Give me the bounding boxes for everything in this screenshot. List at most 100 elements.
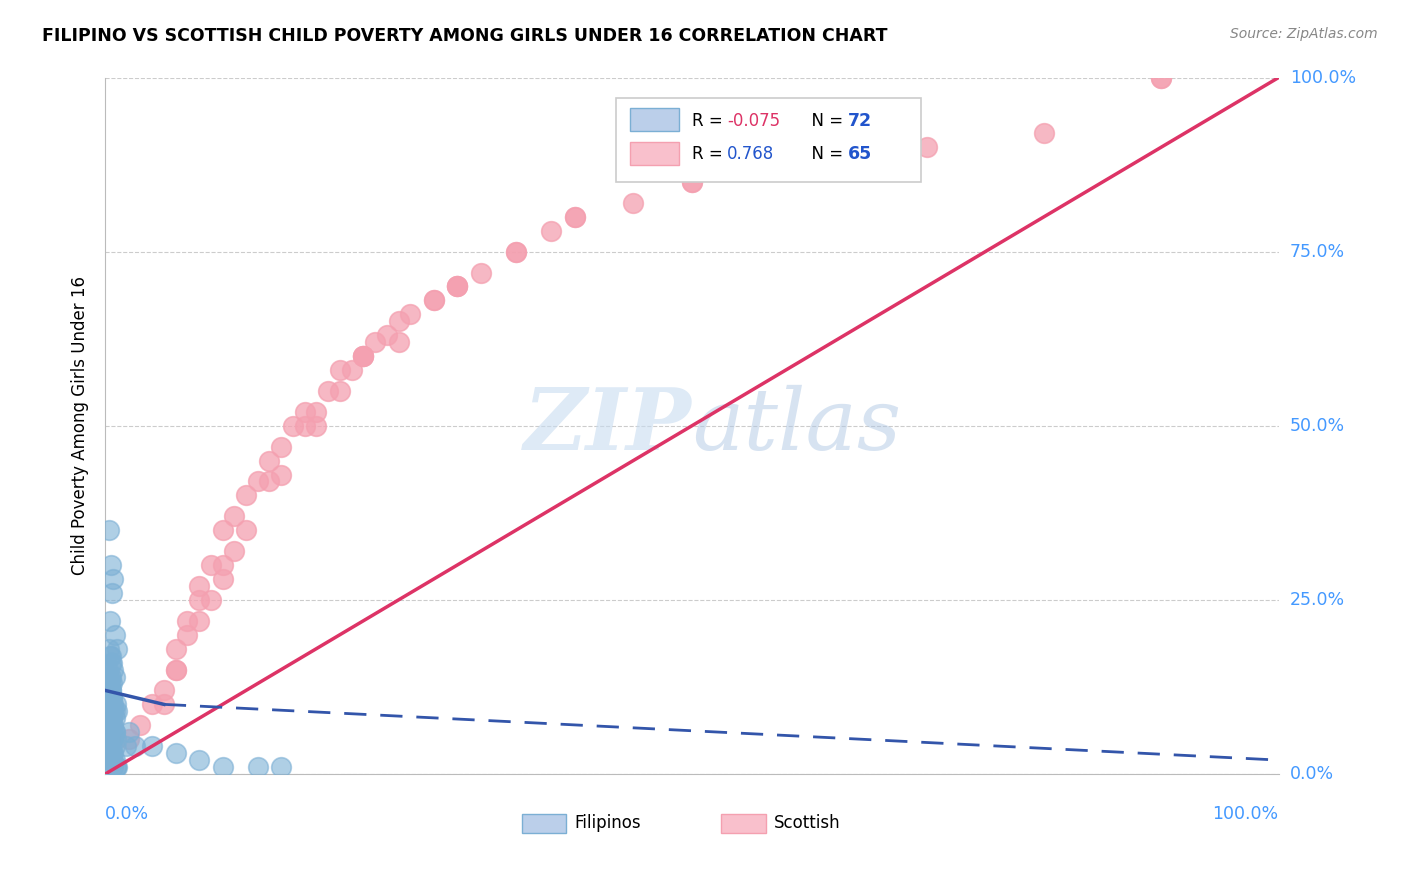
Point [446,279,468,293]
Point [211,558,233,572]
Text: Filipinos: Filipinos [575,814,641,832]
Point [104,704,127,718]
Point [98,753,121,767]
Point [97,739,120,754]
Point [211,523,233,537]
Point [211,760,233,774]
Point [100,718,122,732]
Point [224,544,246,558]
Point [97,641,120,656]
Point [103,704,125,718]
Point [681,175,703,189]
Point [740,161,762,175]
Point [104,669,127,683]
Point [104,753,127,767]
Point [101,718,124,732]
Point [188,614,211,628]
Point [98,683,121,698]
Point [103,746,125,760]
Point [103,760,125,774]
Text: N =: N = [801,145,848,163]
Point [104,628,127,642]
Point [352,349,374,363]
Text: 25.0%: 25.0% [1289,591,1346,609]
Text: R =: R = [692,145,733,163]
Point [387,314,409,328]
Y-axis label: Child Poverty Among Girls Under 16: Child Poverty Among Girls Under 16 [72,277,89,575]
Point [103,663,125,677]
Text: 65: 65 [848,145,872,163]
Point [446,279,468,293]
Point [188,579,211,593]
Point [101,753,124,767]
Point [188,593,211,607]
Point [799,154,821,169]
Point [101,732,124,747]
Point [165,641,187,656]
Point [165,663,187,677]
Point [105,760,128,774]
Point [104,732,127,747]
Point [101,690,124,705]
Point [681,175,703,189]
Point [104,725,127,739]
Point [375,328,398,343]
Point [97,663,120,677]
Point [1032,126,1054,140]
Point [505,244,527,259]
Point [103,725,125,739]
Point [305,418,328,433]
Point [100,753,122,767]
Point [100,718,122,732]
Point [104,760,127,774]
Point [101,711,124,725]
Point [316,384,339,398]
Text: Scottish: Scottish [775,814,841,832]
Point [165,746,187,760]
Point [98,614,121,628]
Point [100,648,122,663]
Point [101,656,124,670]
Point [101,698,124,712]
Point [352,349,374,363]
Point [141,739,163,754]
Point [281,418,304,433]
Point [329,363,352,377]
Point [101,690,124,705]
Point [97,669,120,683]
Point [340,363,363,377]
Point [176,614,198,628]
Point [98,739,121,754]
Point [104,698,127,712]
Point [505,244,527,259]
Point [387,335,409,350]
Point [211,572,233,586]
Point [246,760,269,774]
Point [104,725,127,739]
Point [103,698,125,712]
Point [153,698,176,712]
Text: 75.0%: 75.0% [1289,243,1346,260]
Point [103,718,125,732]
Point [200,558,222,572]
Point [364,335,387,350]
Point [100,732,122,747]
Point [165,663,187,677]
Point [270,440,292,454]
Text: 50.0%: 50.0% [1289,417,1346,434]
Text: 0.768: 0.768 [727,145,775,163]
Point [399,307,422,321]
Point [103,753,125,767]
Point [115,739,138,754]
Point [856,154,879,169]
Point [98,711,121,725]
Point [564,210,586,224]
Text: 100.0%: 100.0% [1289,69,1355,87]
Point [97,753,120,767]
Point [101,746,124,760]
Text: FILIPINO VS SCOTTISH CHILD POVERTY AMONG GIRLS UNDER 16 CORRELATION CHART: FILIPINO VS SCOTTISH CHILD POVERTY AMONG… [42,27,887,45]
Point [423,293,446,308]
Point [104,739,127,754]
Point [294,405,316,419]
Text: 0.0%: 0.0% [1289,765,1334,783]
